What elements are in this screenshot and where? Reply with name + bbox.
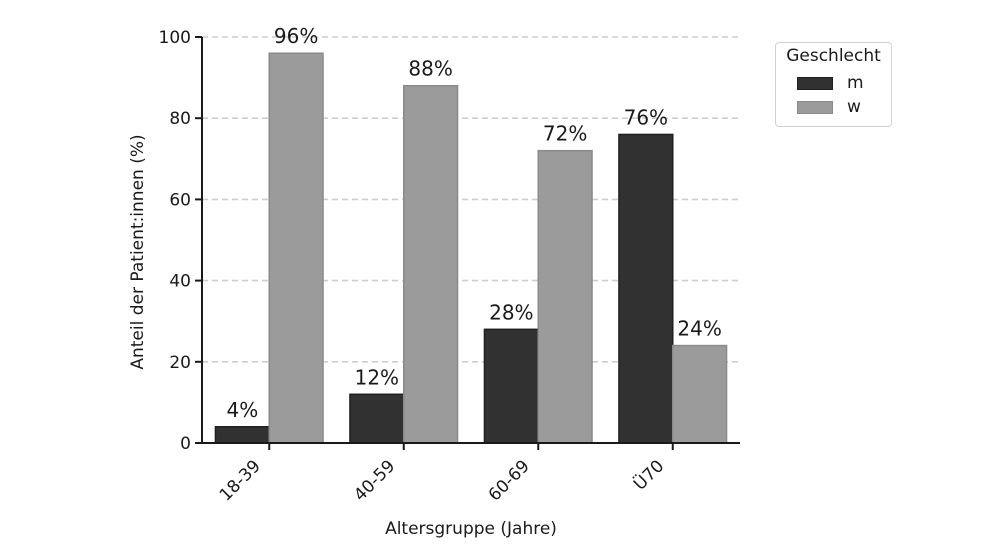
y-axis-title: Anteil der Patient:innen (%) [128, 134, 148, 370]
y-tick-label-100: 100 [159, 28, 191, 48]
x-tick-label-40-59: 40-59 [350, 456, 399, 505]
legend-label-m: m [847, 73, 864, 93]
bar-value-label-m-40-59: 12% [355, 365, 399, 389]
bar-value-label-m-Ü70: 76% [624, 105, 668, 129]
bar-m-60-69 [483, 328, 540, 444]
legend-item-m: m [797, 73, 891, 93]
bar-value-label-m-60-69: 28% [489, 300, 533, 324]
bar-w-18-39 [268, 52, 324, 444]
x-tick-label-Ü70: Ü70 [629, 455, 669, 495]
bar-value-label-w-40-59: 88% [408, 57, 452, 81]
legend-swatch-w [797, 101, 833, 114]
bar-w-40-59 [403, 84, 459, 444]
bar-m-40-59 [349, 393, 405, 444]
legend-swatch-m [797, 77, 833, 90]
bar-value-label-w-Ü70: 24% [677, 317, 721, 341]
x-tick-label-60-69: 60-69 [485, 456, 534, 505]
y-tick-label-80: 80 [169, 109, 191, 129]
bar-m-18-39 [214, 426, 270, 444]
bar-value-label-m-18-39: 4% [226, 398, 258, 422]
legend-label-w: w [847, 97, 861, 117]
legend: Geschlecht m w [775, 42, 892, 127]
y-tick-label-40: 40 [169, 272, 191, 292]
bar-w-60-69 [537, 149, 593, 444]
legend-title: Geschlecht [786, 46, 881, 66]
x-axis-title: Altersgruppe (Jahre) [385, 519, 557, 539]
y-tick-label-60: 60 [169, 190, 191, 210]
y-tick-label-0: 0 [180, 434, 191, 454]
y-tick-label-20: 20 [169, 353, 191, 373]
bar-value-label-w-18-39: 96% [274, 24, 318, 48]
bar-w-Ü70 [672, 344, 728, 444]
x-tick-label-18-39: 18-39 [216, 456, 265, 505]
bar-m-Ü70 [618, 133, 674, 444]
bar-value-label-w-60-69: 72% [543, 122, 587, 146]
legend-item-w: w [797, 97, 891, 117]
